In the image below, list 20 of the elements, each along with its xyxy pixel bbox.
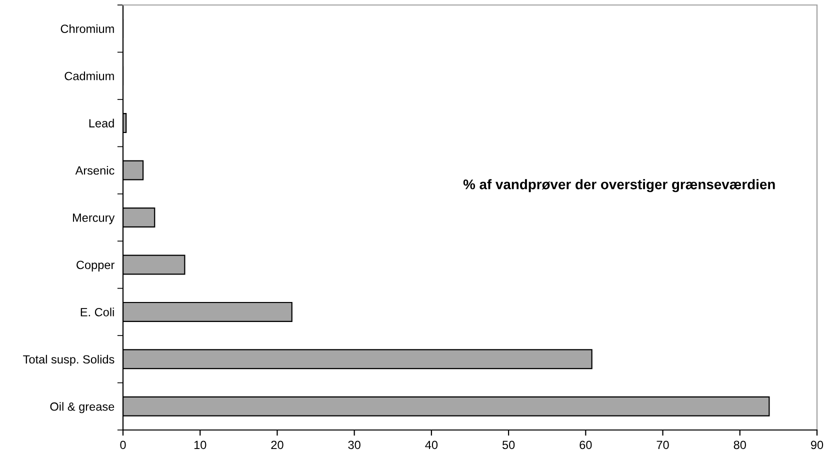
x-tick-label: 60 — [580, 440, 592, 450]
y-tick-label: Copper — [76, 260, 114, 272]
y-tick-label: Oil & grease — [50, 402, 114, 414]
x-tick-label: 50 — [502, 440, 515, 450]
x-tick-label: 80 — [734, 440, 746, 450]
y-tick-label: E. Coli — [80, 308, 114, 316]
y-tick-label: Lead — [89, 118, 114, 128]
x-tick-label: 30 — [348, 440, 360, 450]
y-tick-label: Cadmium — [64, 72, 114, 80]
x-tick-label: 20 — [271, 440, 284, 450]
text: % af vandprøver der overstiger grænseværdien — [463, 179, 775, 192]
x-tick-label: 40 — [425, 440, 438, 450]
y-tick-label: Arsenic — [75, 166, 114, 175]
x-tick-label: 10 — [194, 440, 206, 450]
x-tick-label: 0 — [120, 440, 126, 450]
y-tick-label: Chromium — [60, 24, 114, 34]
x-tick-label: 90 — [810, 440, 824, 450]
x-tick-label: 70 — [656, 440, 669, 450]
y-tick-label: Total susp. Solids — [23, 354, 114, 366]
y-tick-label: Mercury — [73, 214, 115, 224]
